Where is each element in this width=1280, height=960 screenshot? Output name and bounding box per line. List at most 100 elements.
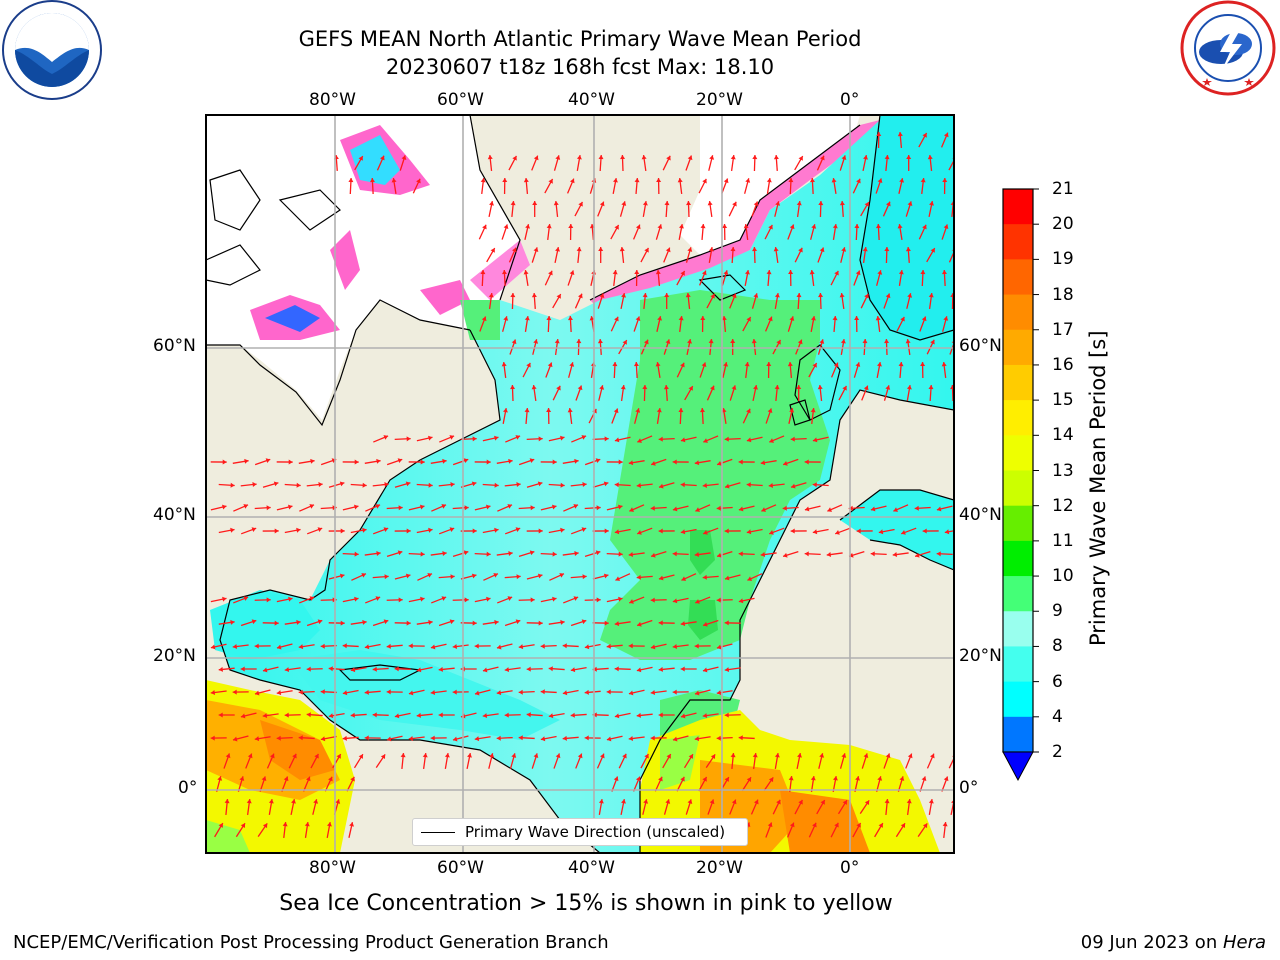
wave-arrow-head <box>921 776 927 782</box>
wave-arrow-head <box>621 201 627 206</box>
wave-arrow-head <box>243 504 249 509</box>
wave-arrow-head <box>313 799 319 804</box>
wave-arrow-head <box>658 620 663 626</box>
wave-arrow-head <box>776 799 781 805</box>
wave-arrow-head <box>928 385 934 390</box>
wave-arrow-head <box>529 458 535 464</box>
wave-arrow-head <box>532 201 538 206</box>
wave-arrow-head <box>507 596 513 601</box>
wave-arrow-head <box>239 776 245 781</box>
wave-arrow-head <box>552 596 557 602</box>
wave-arrow-head <box>628 690 634 696</box>
wave-arrow-head <box>375 596 381 601</box>
wave-arrow-head <box>416 178 421 184</box>
wave-arrow-head <box>481 316 487 322</box>
wave-arrow-head <box>723 270 729 275</box>
lat-label-right-20n: 20°N <box>959 646 1002 666</box>
wave-arrow-head <box>658 436 663 442</box>
wave-arrow-head <box>428 619 433 625</box>
wave-arrow-head <box>296 527 301 533</box>
wave-arrow-head <box>731 385 737 390</box>
wave-arrow-head <box>746 437 752 443</box>
wave-arrow-head <box>516 482 521 488</box>
noaa-logo-text: NOAA <box>28 21 76 38</box>
wave-arrow-head <box>386 736 392 742</box>
wave-arrow-head <box>291 799 296 804</box>
wave-arrow-head <box>855 776 861 781</box>
wave-arrow-head <box>218 712 223 718</box>
wave-arrow-head <box>358 156 363 161</box>
wave-arrow-head <box>252 482 257 488</box>
wave-arrow-head <box>573 504 579 509</box>
wave-arrow-head <box>408 735 414 741</box>
colorbar-tick-label: 19 <box>1052 249 1074 270</box>
colorbar-tick-label: 14 <box>1052 425 1074 446</box>
colorbar-band <box>1003 224 1033 260</box>
wave-arrow-head <box>746 408 751 414</box>
wave-arrow-head <box>486 459 491 465</box>
wave-arrow-head <box>489 201 494 206</box>
wave-arrow-head <box>810 316 816 321</box>
wave-arrow-head <box>340 620 345 626</box>
wave-arrow-head <box>634 178 640 183</box>
wave-arrow-head <box>512 155 517 161</box>
wave-arrow-head <box>790 436 795 442</box>
wave-arrow-head <box>217 776 223 781</box>
wave-arrow-head <box>943 132 949 138</box>
wave-arrow-head <box>723 178 729 184</box>
wave-arrow-head <box>761 507 767 512</box>
wave-arrow-head <box>651 460 656 466</box>
wave-arrow-head <box>524 408 530 413</box>
wave-arrow-head <box>658 666 663 672</box>
wave-arrow-head <box>574 458 579 464</box>
wave-arrow-head <box>768 482 774 488</box>
wave-arrow-head <box>839 293 845 298</box>
wave-arrow-head <box>819 247 825 253</box>
wave-arrow-head <box>922 823 928 829</box>
legend-label: Primary Wave Direction (unscaled) <box>465 823 726 841</box>
wave-arrow-head <box>530 597 535 603</box>
wave-arrow-head <box>710 385 715 391</box>
wave-arrow-head <box>790 528 795 534</box>
wave-arrow-head <box>397 458 403 464</box>
wave-arrow-head <box>717 552 722 558</box>
wave-arrow-head <box>444 753 450 758</box>
wave-arrow-head <box>482 224 487 230</box>
wave-arrow-head <box>428 482 433 488</box>
wave-arrow-head <box>708 247 714 252</box>
wave-arrow-head <box>760 552 766 558</box>
wave-arrow-head <box>406 620 411 626</box>
wave-arrow-head <box>724 528 729 534</box>
wave-arrow-head <box>885 385 891 390</box>
wave-arrow-head <box>877 178 883 184</box>
wave-arrow-head <box>273 481 279 487</box>
wave-arrow-head <box>482 713 488 719</box>
wave-arrow-head <box>789 822 795 828</box>
wave-arrow-head <box>606 689 611 695</box>
wave-arrow-head <box>642 201 648 206</box>
wave-arrow-head <box>581 435 587 440</box>
wave-arrow-head <box>494 527 499 533</box>
wave-arrow-head <box>581 619 587 625</box>
wave-arrow-head <box>310 458 315 464</box>
wave-arrow-head <box>680 621 686 627</box>
wave-arrow-head <box>702 776 707 782</box>
wave-arrow-head <box>767 822 773 828</box>
wave-arrow-head <box>567 316 573 321</box>
wave-arrow-head <box>533 339 539 344</box>
colorbar <box>1002 188 1039 753</box>
wave-arrow-head <box>812 529 818 535</box>
lon-label-top-40w: 40°W <box>568 90 615 110</box>
wave-arrow-head <box>604 528 609 534</box>
wave-arrow-head <box>376 458 381 464</box>
wave-arrow-head <box>796 385 802 390</box>
wave-arrow-head <box>254 736 260 742</box>
wave-arrow-head <box>560 527 565 533</box>
wave-arrow-head <box>677 178 683 183</box>
wave-arrow-head <box>709 155 715 160</box>
wave-arrow-head <box>502 178 508 183</box>
colorbar-tick-label: 21 <box>1052 179 1074 199</box>
wave-arrow-head <box>270 753 275 759</box>
wave-arrow-head <box>596 597 601 603</box>
wave-arrow-head <box>650 505 655 511</box>
